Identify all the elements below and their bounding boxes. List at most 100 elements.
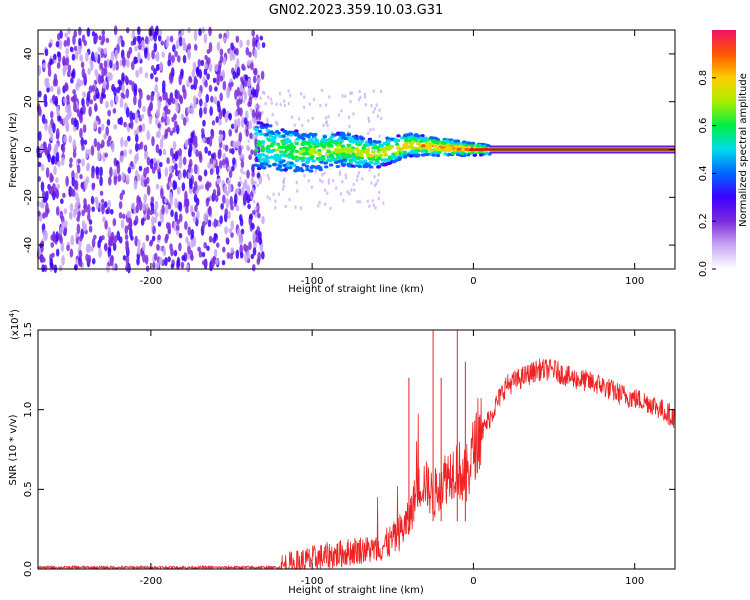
heatmap-cell (135, 152, 140, 162)
heatmap-cell (61, 221, 65, 230)
heatmap-cell (235, 35, 240, 43)
heatmap-cell (226, 86, 230, 95)
heatmap-cell (245, 186, 248, 190)
heatmap-cell (244, 74, 249, 81)
heatmap-cell (289, 154, 295, 158)
heatmap-cell (311, 116, 314, 121)
heatmap-cell (245, 47, 250, 56)
heatmap-cell (122, 255, 127, 261)
heatmap-cell (150, 65, 155, 71)
heatmap-cell (256, 121, 262, 125)
heatmap-cell (155, 51, 160, 62)
heatmap-cell (125, 107, 130, 118)
heatmap-cell (450, 151, 456, 155)
snr-series (38, 330, 675, 569)
heatmap-cell (282, 163, 287, 168)
heatmap-cell (76, 216, 80, 222)
heatmap-cell (129, 110, 133, 122)
heatmap-cell (236, 98, 240, 108)
heatmap-cell (78, 37, 82, 46)
heatmap-cell (246, 60, 251, 66)
heatmap-cell (103, 60, 108, 69)
heatmap-cell (287, 139, 292, 144)
heatmap-cell (370, 103, 373, 108)
x-tick-label: -200 (140, 276, 163, 287)
heatmap-cell (109, 208, 114, 215)
heatmap-cell (347, 136, 353, 140)
heatmap-cell (160, 40, 165, 46)
heatmap-cell (331, 178, 335, 183)
heatmap-cell (348, 192, 351, 196)
colorbar-tick-label: 0.4 (698, 165, 709, 181)
heatmap-cell (341, 94, 344, 98)
heatmap-cell (176, 218, 180, 225)
heatmap-cell (231, 147, 235, 155)
heatmap-cell (118, 236, 123, 244)
heatmap-cell (253, 240, 257, 249)
heatmap-cell (246, 169, 250, 179)
heatmap-cell (241, 154, 245, 159)
heatmap-cell (340, 144, 346, 148)
heatmap-cell (239, 180, 243, 184)
heatmap-cell (230, 232, 234, 238)
heatmap-cell (121, 40, 125, 48)
heatmap-cell (268, 197, 271, 201)
heatmap-cell (254, 132, 259, 136)
heatmap-cell (243, 171, 246, 175)
heatmap-cell (113, 175, 118, 186)
heatmap-cell (154, 252, 158, 261)
heatmap-cell (105, 101, 109, 109)
heatmap-cell (359, 95, 362, 100)
heatmap-cell (352, 182, 355, 187)
heatmap-cell (221, 259, 226, 266)
heatmap-cell (109, 255, 114, 267)
heatmap-cell (206, 49, 211, 55)
heatmap-cell (288, 197, 291, 202)
heatmap-cell (228, 169, 233, 179)
heatmap-cell (78, 250, 83, 258)
heatmap-cell (267, 95, 270, 100)
heatmap-cell (251, 170, 255, 178)
heatmap-cell (116, 163, 121, 175)
heatmap-cell (368, 160, 373, 165)
heatmap-cell (279, 153, 285, 157)
heatmap-cell (317, 203, 320, 208)
heatmap-cell (161, 204, 165, 216)
heatmap-cell (301, 163, 306, 167)
heatmap-cell (67, 27, 71, 35)
heatmap-cell (110, 50, 115, 62)
heatmap-cell (100, 48, 104, 59)
heatmap-cell (52, 122, 56, 134)
heatmap-cell (249, 132, 253, 140)
heatmap-cell (252, 75, 257, 84)
heatmap-cell (210, 153, 215, 159)
heatmap-cell (312, 97, 316, 102)
heatmap-cell (94, 32, 98, 44)
heatmap-cell (152, 157, 157, 164)
heatmap-cell (64, 82, 68, 92)
heatmap-cell (106, 139, 111, 147)
snr-line (38, 358, 675, 569)
heatmap-cell (91, 31, 96, 37)
heatmap-cell (70, 235, 75, 246)
heatmap-cell (338, 172, 342, 176)
heatmap-cell (215, 116, 220, 123)
heatmap-cell (66, 70, 71, 78)
heatmap-cell (219, 55, 224, 64)
heatmap-cell (81, 34, 86, 43)
heatmap-cell (204, 146, 208, 154)
heatmap-cell (131, 202, 135, 210)
heatmap-cell (239, 155, 242, 159)
heatmap-cell (378, 134, 381, 139)
heatmap-cell (56, 62, 61, 69)
heatmap-cell (154, 76, 159, 83)
heatmap-cell (254, 96, 257, 101)
heatmap-cell (321, 157, 326, 161)
heatmap-cell (227, 183, 232, 194)
heatmap-cell (44, 146, 49, 156)
snr-ticks: -200 -100 0 100 0.0 0.5 1.0 1.5 (23, 322, 675, 587)
heatmap-cell (56, 105, 60, 117)
heatmap-cell (246, 39, 250, 47)
heatmap-cell (318, 200, 321, 205)
heatmap-cell (287, 101, 291, 106)
